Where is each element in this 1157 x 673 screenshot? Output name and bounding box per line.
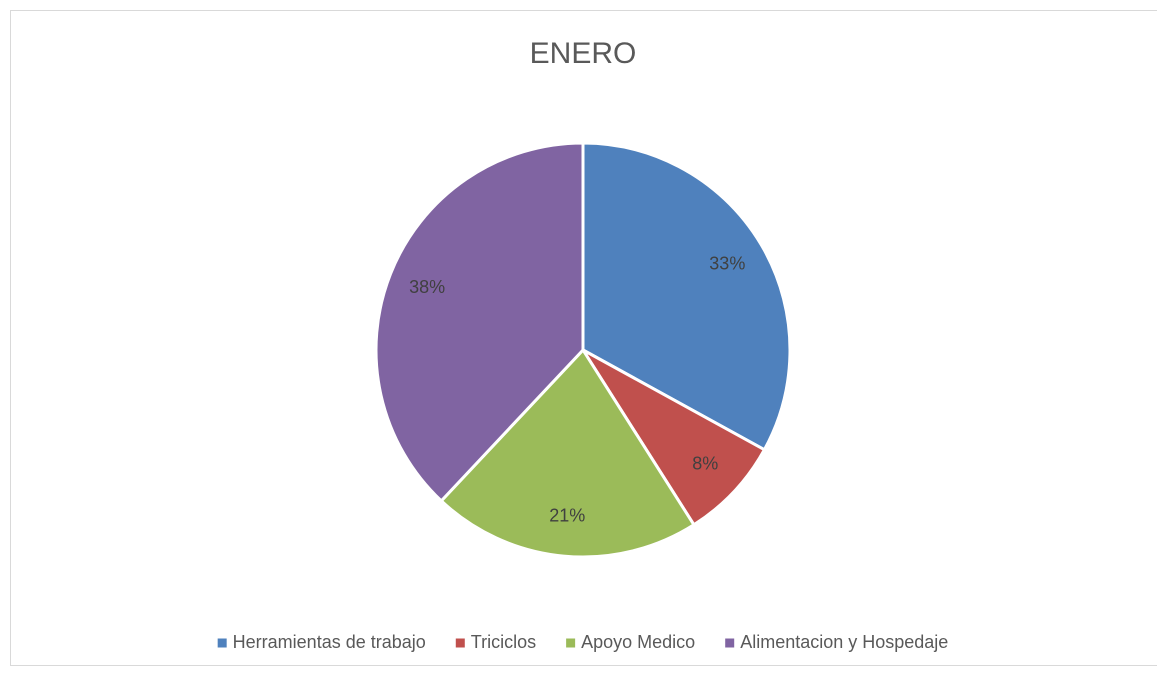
legend-marker	[217, 638, 227, 648]
legend-label: Alimentacion y Hospedaje	[740, 632, 948, 652]
legend-label: Apoyo Medico	[581, 632, 695, 652]
pie-slice	[581, 141, 792, 452]
legend-marker	[725, 638, 735, 648]
data-label: 38%	[409, 277, 445, 297]
data-label: 33%	[709, 253, 745, 273]
legend-label: Triciclos	[471, 632, 536, 652]
data-label: 21%	[549, 506, 585, 526]
pie-slice	[439, 347, 696, 559]
chart-title: ENERO	[530, 37, 637, 70]
legend-label: Herramientas de trabajo	[233, 632, 426, 652]
legend-marker	[566, 638, 576, 648]
legend-marker	[455, 638, 465, 648]
pie-slice	[374, 141, 585, 504]
data-label: 8%	[692, 454, 718, 474]
pie-slice	[581, 348, 767, 527]
